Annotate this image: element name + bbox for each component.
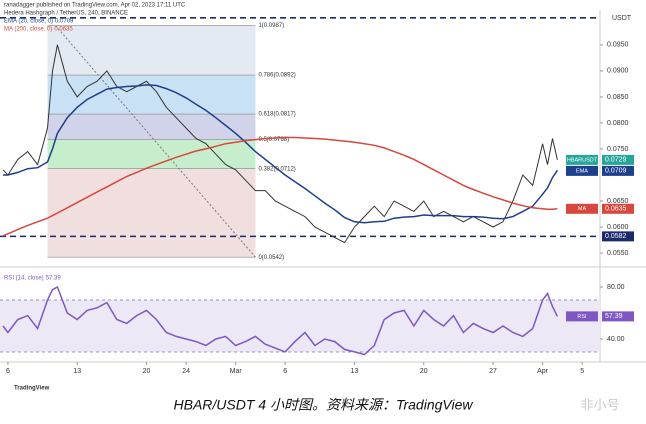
logo: TradingView bbox=[14, 386, 50, 392]
price-label: 0.0582 bbox=[605, 233, 627, 240]
fib-label: 0(0.0542) bbox=[258, 255, 284, 261]
series-line bbox=[2, 44, 558, 244]
y-tick-label: 80.00 bbox=[607, 284, 625, 291]
fib-zone bbox=[47, 75, 256, 115]
x-tick-label: 5 bbox=[580, 368, 584, 375]
fib-zone bbox=[47, 25, 256, 76]
x-tick-label: 24 bbox=[182, 368, 190, 375]
series-line bbox=[2, 285, 559, 356]
name-label: RSI bbox=[577, 314, 587, 320]
name-box bbox=[566, 154, 598, 165]
fib-label: 0.5(0.0768) bbox=[258, 137, 289, 143]
price-box bbox=[602, 231, 634, 242]
caption: HBAR/USDT 4 小时图。资料来源：TradingView bbox=[174, 397, 474, 413]
name-box bbox=[566, 311, 598, 322]
symbol: Hedera Hashgraph / TetherUS, 240, BINANC… bbox=[4, 11, 128, 17]
y-tick-label: 0.0900 bbox=[607, 68, 629, 75]
series-line bbox=[2, 136, 558, 237]
legend-label: EMA (20, close, 0) bbox=[4, 19, 53, 25]
y-tick-label: 0.0750 bbox=[607, 146, 629, 153]
name-box bbox=[566, 203, 598, 214]
publisher: ranadagger published on TradingView.com,… bbox=[4, 3, 186, 9]
legend-value: 0.0635 bbox=[54, 27, 73, 33]
legend-value: 0.0709 bbox=[55, 19, 74, 25]
series-line bbox=[3, 84, 559, 224]
x-tick-label: 13 bbox=[73, 368, 81, 375]
rsi-band bbox=[0, 300, 600, 352]
x-tick-label: Mar bbox=[230, 368, 243, 375]
legend-label: RSI (14, close) bbox=[4, 276, 44, 282]
name-label: EMA bbox=[576, 168, 588, 174]
x-tick-label: Apr bbox=[537, 368, 549, 375]
price-label: 0.0729 bbox=[605, 157, 627, 164]
fib-label: 0.786(0.0892) bbox=[258, 73, 295, 79]
fib-zone bbox=[47, 114, 256, 140]
price-box bbox=[602, 165, 634, 176]
x-tick-label: 6 bbox=[283, 368, 287, 375]
name-label: MA bbox=[578, 206, 587, 212]
watermark: 非小号 bbox=[580, 397, 619, 412]
price-box bbox=[602, 154, 634, 165]
x-tick-label: 6 bbox=[6, 368, 10, 375]
name-label: HBARUSDT bbox=[567, 157, 598, 163]
y-tick-label: 0.0650 bbox=[607, 198, 629, 205]
x-tick-label: 27 bbox=[489, 368, 497, 375]
name-box bbox=[566, 165, 598, 176]
price-label: 0.0635 bbox=[605, 206, 627, 213]
price-box bbox=[602, 203, 634, 214]
y-tick-label: 0.0850 bbox=[607, 94, 629, 101]
y-tick-label: 0.0600 bbox=[607, 224, 629, 231]
price-label: 0.0709 bbox=[605, 168, 627, 175]
legend-value: 57.39 bbox=[46, 276, 62, 282]
fib-zone bbox=[47, 168, 256, 258]
y-tick-label: 0.0550 bbox=[607, 250, 629, 257]
x-tick-label: 20 bbox=[420, 368, 428, 375]
x-tick-label: 20 bbox=[143, 368, 151, 375]
x-tick-label: 13 bbox=[351, 368, 359, 375]
y-tick-label: 0.0950 bbox=[607, 42, 629, 49]
price-box bbox=[602, 311, 634, 322]
legend-label: MA (200, close, 0) bbox=[4, 27, 52, 33]
fib-label: 0.618(0.0817) bbox=[258, 112, 295, 118]
y-tick-label: 0.0800 bbox=[607, 120, 629, 127]
y-tick-label: 40.00 bbox=[607, 336, 625, 343]
unit: USDT bbox=[612, 15, 632, 22]
fib-trend bbox=[55, 25, 256, 258]
fib-label: 1(0.0987) bbox=[258, 23, 284, 29]
price-label: 57.39 bbox=[605, 313, 623, 320]
